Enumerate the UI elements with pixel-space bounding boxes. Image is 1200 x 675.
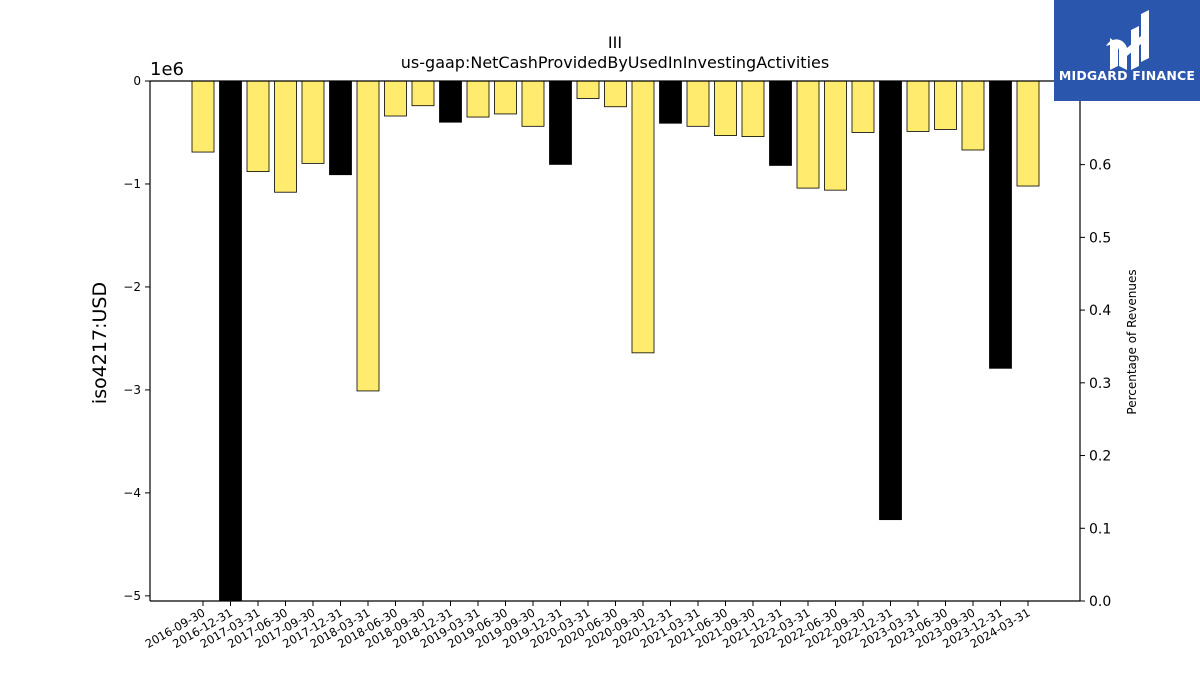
bar	[411, 80, 435, 107]
bar	[741, 80, 765, 138]
y-tick-label: −2	[123, 280, 141, 294]
bar	[384, 80, 407, 117]
bar	[329, 80, 352, 176]
bar	[714, 80, 737, 136]
y2-tick-label: 0.3	[1089, 376, 1111, 392]
bar	[274, 80, 297, 193]
bar	[549, 80, 572, 165]
y2-tick-label: 0.1	[1089, 521, 1111, 537]
bar	[246, 80, 270, 173]
bar	[906, 80, 930, 132]
chart-subtitle: us-gaap:NetCashProvidedByUsedInInvesting…	[401, 53, 829, 72]
y2-tick-label: 0.4	[1089, 303, 1111, 319]
bar	[851, 80, 875, 133]
bar	[576, 80, 600, 99]
y-tick-label: 0	[133, 74, 141, 88]
y2-tick-label: 0.0	[1089, 594, 1111, 610]
y-axis-ticks: 0 −1 −2 −3 −4 −5	[123, 74, 150, 603]
bar	[659, 80, 682, 124]
bar	[219, 80, 242, 602]
bar	[989, 80, 1012, 369]
brand-name: MIDGARD FINANCE	[1058, 68, 1196, 83]
bar	[879, 80, 902, 521]
y2-tick-label: 0.5	[1089, 230, 1111, 246]
bar	[1016, 80, 1040, 187]
y-tick-label: −4	[123, 486, 141, 500]
bar	[521, 80, 545, 127]
bar	[301, 80, 325, 164]
y-tick-label: −3	[123, 383, 141, 397]
y-offset-label: 1e6	[150, 59, 184, 80]
y-tick-label: −1	[123, 177, 141, 191]
bar	[686, 80, 710, 127]
bar	[769, 80, 792, 166]
y-axis-label: iso4217:USD	[89, 282, 111, 404]
bar	[631, 80, 655, 354]
y2-tick-label: 0.6	[1089, 158, 1111, 174]
bar	[824, 80, 847, 191]
bar	[961, 80, 985, 151]
bar	[604, 80, 627, 108]
bar	[191, 80, 215, 153]
y2-axis-ticks: 0.0 0.1 0.2 0.3 0.4 0.5 0.6	[1080, 158, 1111, 610]
y2-axis-label: Percentage of Revenues	[1125, 269, 1139, 414]
bars-group	[191, 80, 1040, 602]
bar	[796, 80, 820, 189]
chart-title: III	[608, 33, 622, 52]
bar	[494, 80, 517, 115]
x-axis-ticks: 2016-09-302016-12-312017-03-312017-06-30…	[143, 601, 1033, 651]
bar	[934, 80, 957, 130]
brand-logo: MIDGARD FINANCE	[1054, 0, 1200, 101]
bar	[466, 80, 490, 118]
y-tick-label: −5	[123, 589, 141, 603]
bar	[439, 80, 462, 123]
midgard-logo-icon	[1106, 10, 1149, 70]
bar	[356, 80, 380, 392]
y2-tick-label: 0.2	[1089, 449, 1111, 465]
